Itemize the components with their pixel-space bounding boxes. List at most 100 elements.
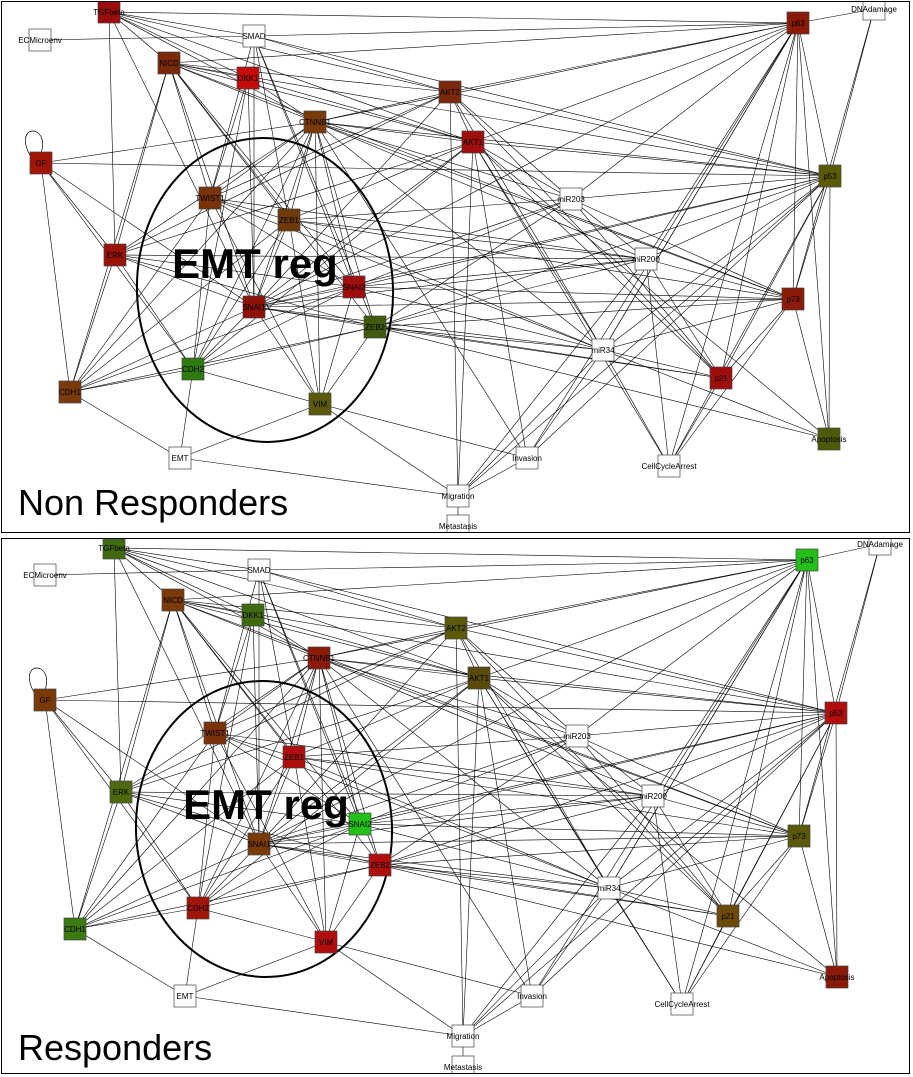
edge [172,599,381,866]
edge [293,756,654,797]
edge [602,349,830,440]
edge [472,22,799,143]
edge [668,377,722,467]
node-label: NICD [163,596,183,605]
edge [179,368,194,459]
edge [472,141,604,351]
edge [192,219,290,370]
network-diagram-responders: TGFbeta ECMicroenv SMAD NICD DKK1 CTNNB1 AKT2 A… [23,539,903,1073]
node-box [203,721,227,745]
edge [570,175,831,200]
edge [253,91,451,308]
edge [798,543,881,837]
edge [835,712,838,978]
node-emt: EMT [173,984,197,1008]
node-label: miR200 [632,255,660,264]
node-label: SMAD [242,32,265,41]
node-cdh1: CDH1 [63,917,86,941]
edge [258,795,654,845]
edge [314,121,794,300]
node-label: TGFbeta [98,544,130,553]
edge [455,627,578,737]
node-dnadamage: DNAdamage [851,2,897,21]
node-box [641,784,665,808]
node-label: TWIST1 [195,194,225,203]
edge [197,657,320,909]
edge [829,8,875,177]
node-label: ERK [107,251,124,260]
responders-panel: TGFbeta ECMicroenv SMAD NICD DKK1 CTNNB1 AKT2 A… [1,538,910,1074]
edge [120,791,260,845]
edge [645,22,799,260]
edge [74,732,216,930]
node-box [786,11,810,35]
edge [806,543,881,561]
node-box [33,688,57,712]
node-label: EMT [172,454,189,463]
edge [253,306,321,405]
edge [114,62,170,256]
edge [120,599,174,793]
edge [69,254,116,393]
node-vim: VIM [308,392,332,416]
panel-title: Responders [18,1027,213,1068]
edge [645,258,670,467]
edge [531,559,808,997]
node-label: SNAI2 [342,283,366,292]
non-responders-panel: TGFbeta ECMicroenv SMAD NICD DKK1 CTNNB1 AKT2 A… [1,1,910,533]
node-box [709,366,733,390]
edge [359,735,578,825]
edge [792,298,830,440]
edge [314,121,572,200]
edge [379,864,610,889]
node-cdh2: CDH2 [181,357,204,381]
edge [293,756,610,889]
node-box [173,984,197,1008]
nodes-layer: TGFbeta ECMicroenv SMAD NICD DKK1 CTNNB1 AKT2 A… [23,539,903,1073]
edge [108,11,255,308]
node-gf: GF [29,151,53,175]
node-box [242,24,266,48]
edge [608,835,800,889]
node-box [168,446,192,470]
edge [258,677,480,845]
edge [478,677,533,997]
node-box [303,110,327,134]
node-label: ZEB2 [365,323,386,332]
node-box [795,548,819,572]
edge [792,22,799,300]
node-box [58,380,82,404]
edge [531,712,837,997]
node-label: SNAI2 [348,820,372,829]
edge [114,254,355,288]
node-zeb1: ZEB1 [282,745,306,769]
edge [113,547,260,845]
edge [570,198,794,300]
edge [314,121,831,177]
edge [168,62,255,308]
edge [318,657,480,679]
edge [325,823,361,943]
node-p63: p63 [795,548,819,572]
edge [172,599,361,825]
node-nicd: NICD [157,51,181,75]
edge [318,657,327,943]
edge [113,547,260,571]
edge [374,326,830,440]
node-label: ZEB2 [370,861,391,870]
edge [74,791,122,930]
node-p73: p73 [787,824,811,848]
node-akt1: AKT1 [461,130,485,154]
node-snai2: SNAI2 [348,812,372,836]
node-mir34: miR34 [597,876,621,900]
edge [288,198,572,221]
node-box [103,243,127,267]
node-label: Invasion [512,454,542,463]
edge [253,35,451,93]
node-label: Migration [447,1032,480,1041]
node-label: ECMicroenv [23,571,67,580]
edge [652,795,800,837]
edge [353,258,647,288]
edge [44,699,260,845]
edge [253,298,794,308]
